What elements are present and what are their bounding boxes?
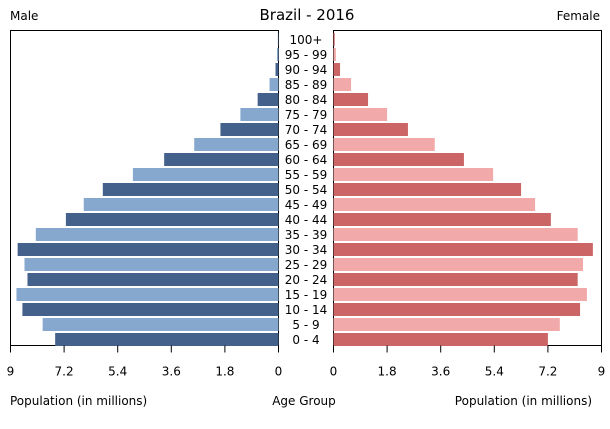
male-bar-15-19 [16,288,279,301]
female-x-axis-label: Population (in millions) [455,394,592,408]
age-group-label: 20 - 24 [285,273,328,287]
male-bar-5-9 [42,318,279,331]
female-bar-40-44 [333,213,551,226]
female-bar-15-19 [333,288,587,301]
age-group-label: 10 - 14 [285,303,328,317]
male-bar-0-4 [55,333,279,346]
age-group-label: 35 - 39 [285,228,328,242]
female-bar-95-99 [333,48,336,61]
male-bar-90-94 [275,63,279,76]
female-bar-80-84 [333,93,369,106]
female-bar-50-54 [333,183,522,196]
male-x-tick-label: 7.2 [55,365,74,379]
male-bar-80-84 [257,93,279,106]
male-x-tick-label: 0 [275,365,283,379]
age-group-label: 55 - 59 [285,168,328,182]
female-bar-10-14 [333,303,581,316]
male-bar-70-74 [220,123,279,136]
age-group-label: 50 - 54 [285,183,328,197]
female-x-tick-label: 9 [598,365,606,379]
age-group-label: 15 - 19 [285,288,328,302]
female-x-tick-label: 7.2 [538,365,557,379]
age-group-label: 65 - 69 [285,138,328,152]
male-bar-25-29 [24,258,279,271]
female-bar-55-59 [333,168,494,181]
male-bar-45-49 [83,198,279,211]
male-x-tick-label: 5.4 [108,365,127,379]
male-x-axis-label: Population (in millions) [10,394,147,408]
female-x-tick-label: 3.6 [431,365,450,379]
male-bar-65-69 [194,138,279,151]
age-group-label: 100+ [290,33,323,47]
male-bar-20-24 [27,273,279,286]
male-bar-35-39 [35,228,279,241]
male-bar-85-89 [269,78,279,91]
male-bar-30-34 [17,243,279,256]
male-label: Male [10,9,38,23]
male-x-tick-label: 9 [7,365,15,379]
female-bar-5-9 [333,318,560,331]
female-bar-25-29 [333,258,584,271]
female-bar-60-64 [333,153,464,166]
female-bar-20-24 [333,273,578,286]
female-bar-65-69 [333,138,435,151]
female-x-tick-label: 0 [330,365,338,379]
male-x-tick-label: 1.8 [215,365,234,379]
age-group-label: 95 - 99 [285,48,328,62]
age-group-label: 45 - 49 [285,198,328,212]
female-bar-0-4 [333,333,548,346]
female-bar-85-89 [333,78,352,91]
male-bar-50-54 [102,183,279,196]
age-group-label: 70 - 74 [285,123,328,137]
female-bar-35-39 [333,228,578,241]
female-bar-75-79 [333,108,388,121]
female-bar-30-34 [333,243,593,256]
age-group-label: 75 - 79 [285,108,328,122]
age-group-label: 60 - 64 [285,153,328,167]
male-bar-75-79 [240,108,279,121]
female-label: Female [557,9,600,23]
female-bar-100+ [333,33,335,46]
age-group-label: 85 - 89 [285,78,328,92]
male-bar-60-64 [164,153,279,166]
female-bar-70-74 [333,123,408,136]
female-x-tick-label: 1.8 [378,365,397,379]
age-group-label: 80 - 84 [285,93,328,107]
age-group-label: 0 - 4 [292,333,319,347]
age-group-label: 40 - 44 [285,213,328,227]
age-group-label: 90 - 94 [285,63,328,77]
male-bar-55-59 [132,168,279,181]
male-bar-95-99 [277,48,279,61]
male-bar-100+ [277,33,279,46]
female-bar-90-94 [333,63,341,76]
female-x-tick-label: 5.4 [485,365,504,379]
chart-title: Brazil - 2016 [260,6,355,24]
male-bar-40-44 [65,213,279,226]
male-bar-10-14 [22,303,279,316]
female-bar-45-49 [333,198,536,211]
age-group-label: 5 - 9 [292,318,319,332]
age-axis-label: Age Group [272,394,336,408]
male-x-tick-label: 3.6 [162,365,181,379]
age-group-label: 25 - 29 [285,258,328,272]
age-group-label: 30 - 34 [285,243,328,257]
